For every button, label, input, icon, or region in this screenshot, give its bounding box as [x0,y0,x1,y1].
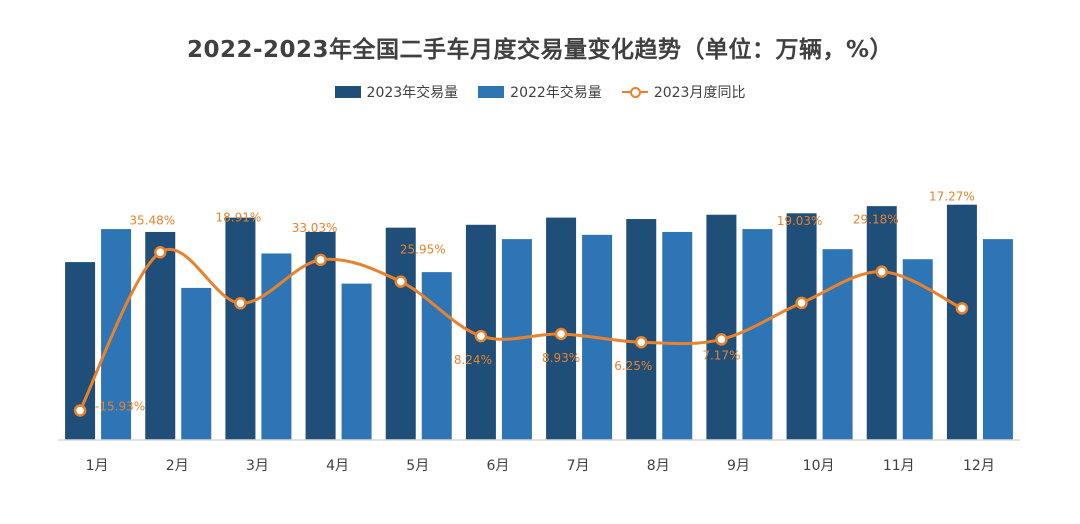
x-tick-label: 9月 [727,458,750,474]
bar-2022-10 [822,249,853,440]
bar-2023-10 [786,213,817,440]
yoy-point-1 [73,404,87,417]
bar-2022-12 [982,239,1013,440]
yoy-data-label: 7.17% [702,348,740,362]
yoy-data-label: 29.18% [853,213,899,227]
bar-2023-11 [866,206,897,440]
bar-2022-3 [261,253,292,440]
yoy-point-6 [474,329,488,343]
yoy-point-5 [394,275,407,288]
yoy-data-label: 19.03% [777,214,823,228]
x-tick-label: 8月 [647,458,670,474]
legend-item-2023-volume: 2023年交易量 [334,82,459,102]
legend-item-yoy: 2023月度同比 [621,82,746,102]
yoy-data-label: 6.25% [614,359,652,373]
yoy-data-label: 25.95% [400,243,446,257]
yoy-point-4 [314,253,327,267]
legend-label-yoy: 2023月度同比 [653,85,746,101]
x-tick-label: 11月 [883,458,915,474]
x-tick-label: 12月 [963,458,995,474]
yoy-point-8 [635,335,648,349]
chart-title: 2022-2023年全国二手车月度交易量变化趋势（单位：万辆，%） [186,37,894,63]
legend-label-2022-volume: 2022年交易量 [510,85,602,101]
yoy-data-label: 18.91% [216,210,262,224]
x-tick-label: 6月 [486,458,509,474]
yoy-point-7 [554,327,568,341]
bar-2022-2 [181,287,212,440]
bar-2022-9 [742,229,773,440]
bar-2022-4 [341,283,372,440]
bar-2023-2 [145,231,176,440]
x-tick-label: 7月 [567,458,590,474]
bar-2023-8 [626,219,657,440]
yoy-data-label: 8.93% [542,351,580,365]
x-tick-label: 3月 [246,458,269,474]
bar-2022-8 [662,231,693,440]
yoy-point-11 [875,265,888,278]
bar-2022-1 [101,229,132,440]
bar-2022-11 [902,259,933,440]
legend-swatch-yoy [621,86,648,98]
legend-item-2022-volume: 2022年交易量 [478,82,602,102]
x-tick-label: 5月 [406,458,429,474]
yoy-data-label: 35.48% [129,213,175,227]
yoy-data-label: 8.24% [454,353,492,367]
bar-2023-12 [946,204,977,440]
legend-swatch-2022-volume [478,86,505,98]
x-tick-label: 2月 [166,458,189,474]
x-tick-label: 4月 [326,458,349,474]
legend-swatch-2023-volume [334,86,361,98]
legend: 2023年交易量 2022年交易量 2023月度同比 [0,82,1080,102]
yoy-point-10 [795,296,808,310]
yoy-point-3 [234,297,247,310]
bar-2023-9 [706,214,737,440]
yoy-point-9 [715,333,728,346]
legend-label-2023-volume: 2023年交易量 [366,85,459,101]
bar-2023-3 [225,217,256,440]
yoy-data-label: 17.27% [929,189,975,203]
yoy-point-2 [154,246,167,259]
bar-2023-4 [305,231,336,440]
yoy-data-label: -15.93% [95,399,145,413]
bar-2023-5 [385,227,416,440]
yoy-point-12 [955,302,969,315]
x-tick-label: 10月 [803,458,835,474]
x-tick-label: 1月 [86,458,109,474]
yoy-data-label: 33.03% [292,221,338,235]
